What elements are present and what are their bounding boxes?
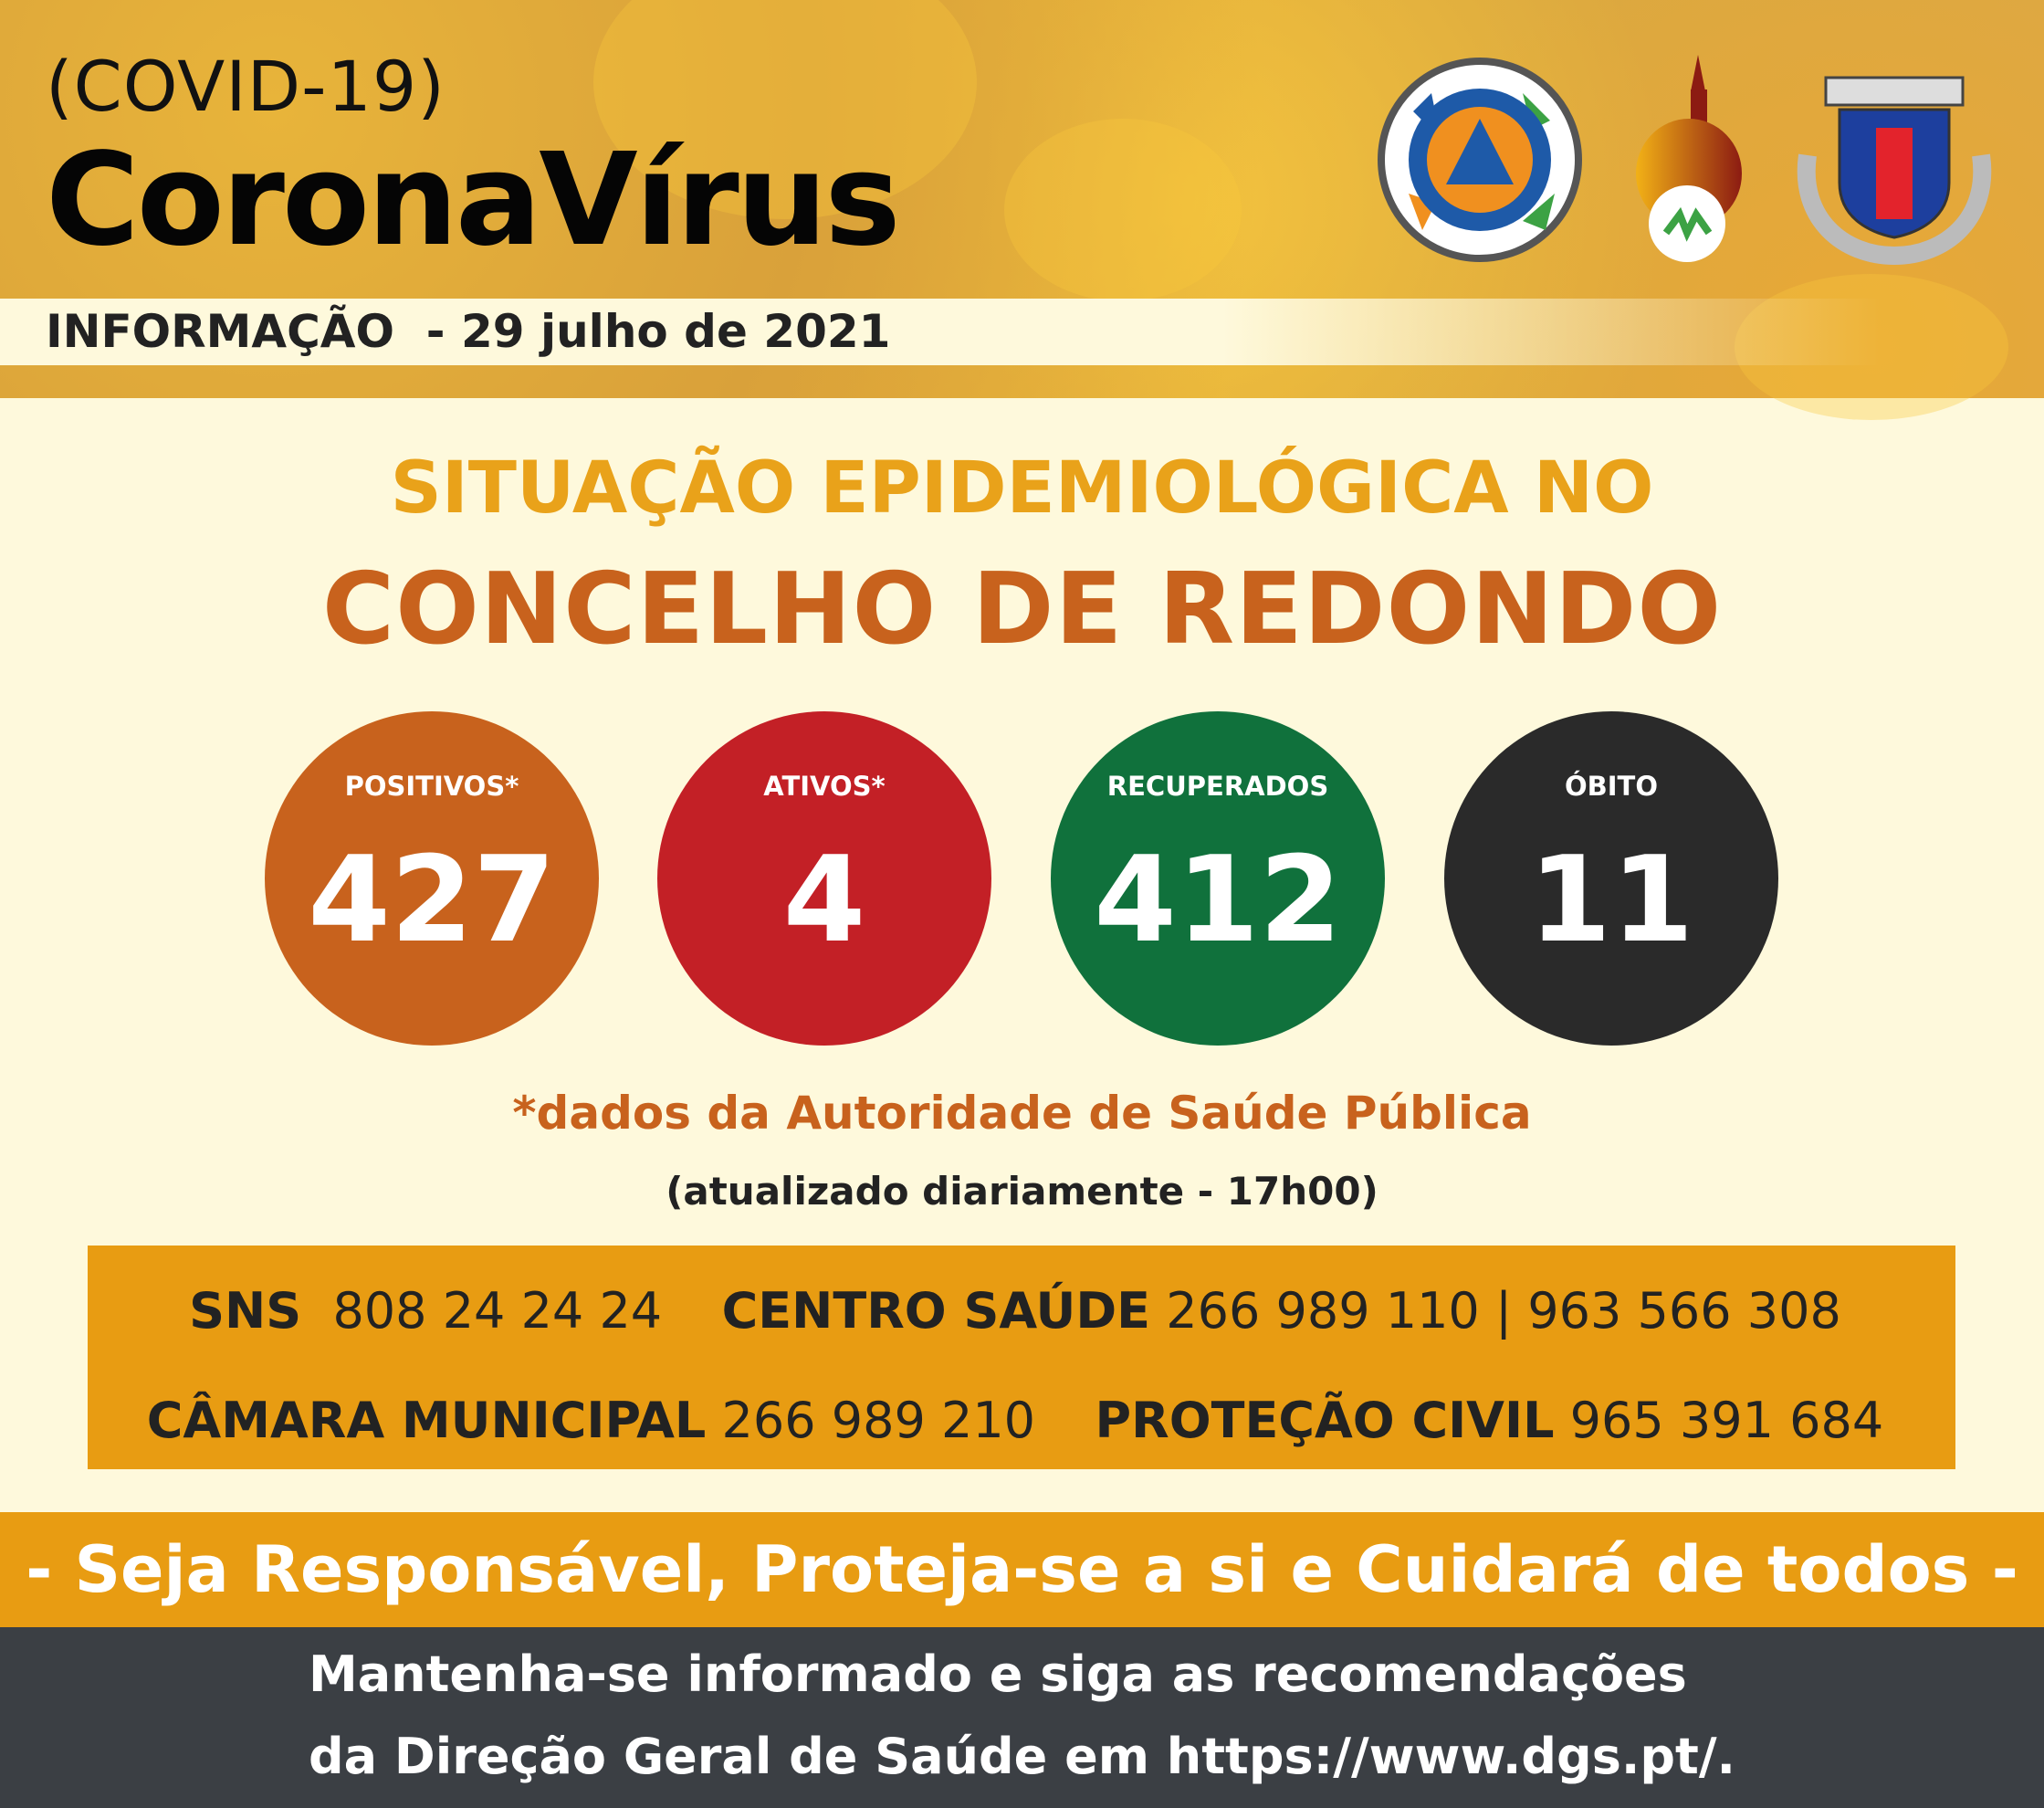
info-line: INFORMAÇÃO - 29 julho de 2021 <box>46 305 890 358</box>
contact-label: CENTRO SAÚDE <box>721 1282 1151 1340</box>
stat-label: RECUPERADOS <box>1106 771 1329 802</box>
footer-line1: Mantenha-se informado e siga as recomend… <box>309 1645 1687 1703</box>
contacts-row: SNS 808 24 24 24 CENTRO SAÚDE 266 989 11… <box>88 1282 1955 1340</box>
contact-label: SNS <box>189 1282 302 1340</box>
stat-recuperados: RECUPERADOS 412 <box>1051 711 1385 1046</box>
stat-value: 11 <box>1528 830 1694 969</box>
headline-line1: SITUAÇÃO EPIDEMIOLÓGICA NO <box>390 447 1654 530</box>
stat-positivos: POSITIVOS* 427 <box>265 711 599 1046</box>
contact-number: 808 24 24 24 <box>332 1282 663 1340</box>
stat-label: POSITIVOS* <box>344 771 519 802</box>
stat-value: 4 <box>782 830 866 969</box>
info-band <box>0 299 1881 365</box>
contact-number: 266 989 210 <box>721 1392 1036 1449</box>
stat-label: ÓBITO <box>1565 771 1658 802</box>
footer: Mantenha-se informado e siga as recomend… <box>0 1627 2044 1808</box>
pretitle: (COVID-19) <box>46 46 445 127</box>
headline-line2: CONCELHO DE REDONDO <box>321 552 1723 667</box>
slogan-band: - Seja Responsável, Proteja-se a si e Cu… <box>0 1512 2044 1627</box>
contact-number: 965 391 684 <box>1569 1392 1884 1449</box>
contact-label: CÂMARA MUNICIPAL <box>146 1392 707 1449</box>
update-note: (atualizado diariamente - 17h00) <box>666 1169 1378 1214</box>
brasao-redondo-logo <box>1797 76 1992 265</box>
source-note: *dados da Autoridade de Saúde Pública <box>512 1087 1532 1140</box>
stat-label: ATIVOS* <box>763 771 886 802</box>
proteccao-civil-logo <box>1378 58 1582 262</box>
header-banner: (COVID-19) CoronaVírus INFORMAÇÃO - 29 j… <box>0 0 2044 420</box>
inclusiva-logo <box>1636 55 1742 262</box>
contact-number: 266 989 110 | 963 566 308 <box>1166 1282 1841 1340</box>
contact-label: PROTEÇÃO CIVIL <box>1095 1392 1555 1449</box>
stat-ativos: ATIVOS* 4 <box>657 711 991 1046</box>
contacts-box: SNS 808 24 24 24 CENTRO SAÚDE 266 989 11… <box>88 1246 1955 1469</box>
info-label: INFORMAÇÃO <box>46 305 394 358</box>
info-date: - 29 julho de 2021 <box>425 305 891 358</box>
contacts-row: CÂMARA MUNICIPAL 266 989 210 PROTEÇÃO CI… <box>88 1392 1955 1449</box>
stat-obito: ÓBITO 11 <box>1444 711 1778 1046</box>
title: CoronaVírus <box>46 126 901 275</box>
footer-line2: da Direção Geral de Saúde em https://www… <box>309 1728 1736 1785</box>
stat-value: 412 <box>1094 830 1342 969</box>
stat-value: 427 <box>308 830 556 969</box>
